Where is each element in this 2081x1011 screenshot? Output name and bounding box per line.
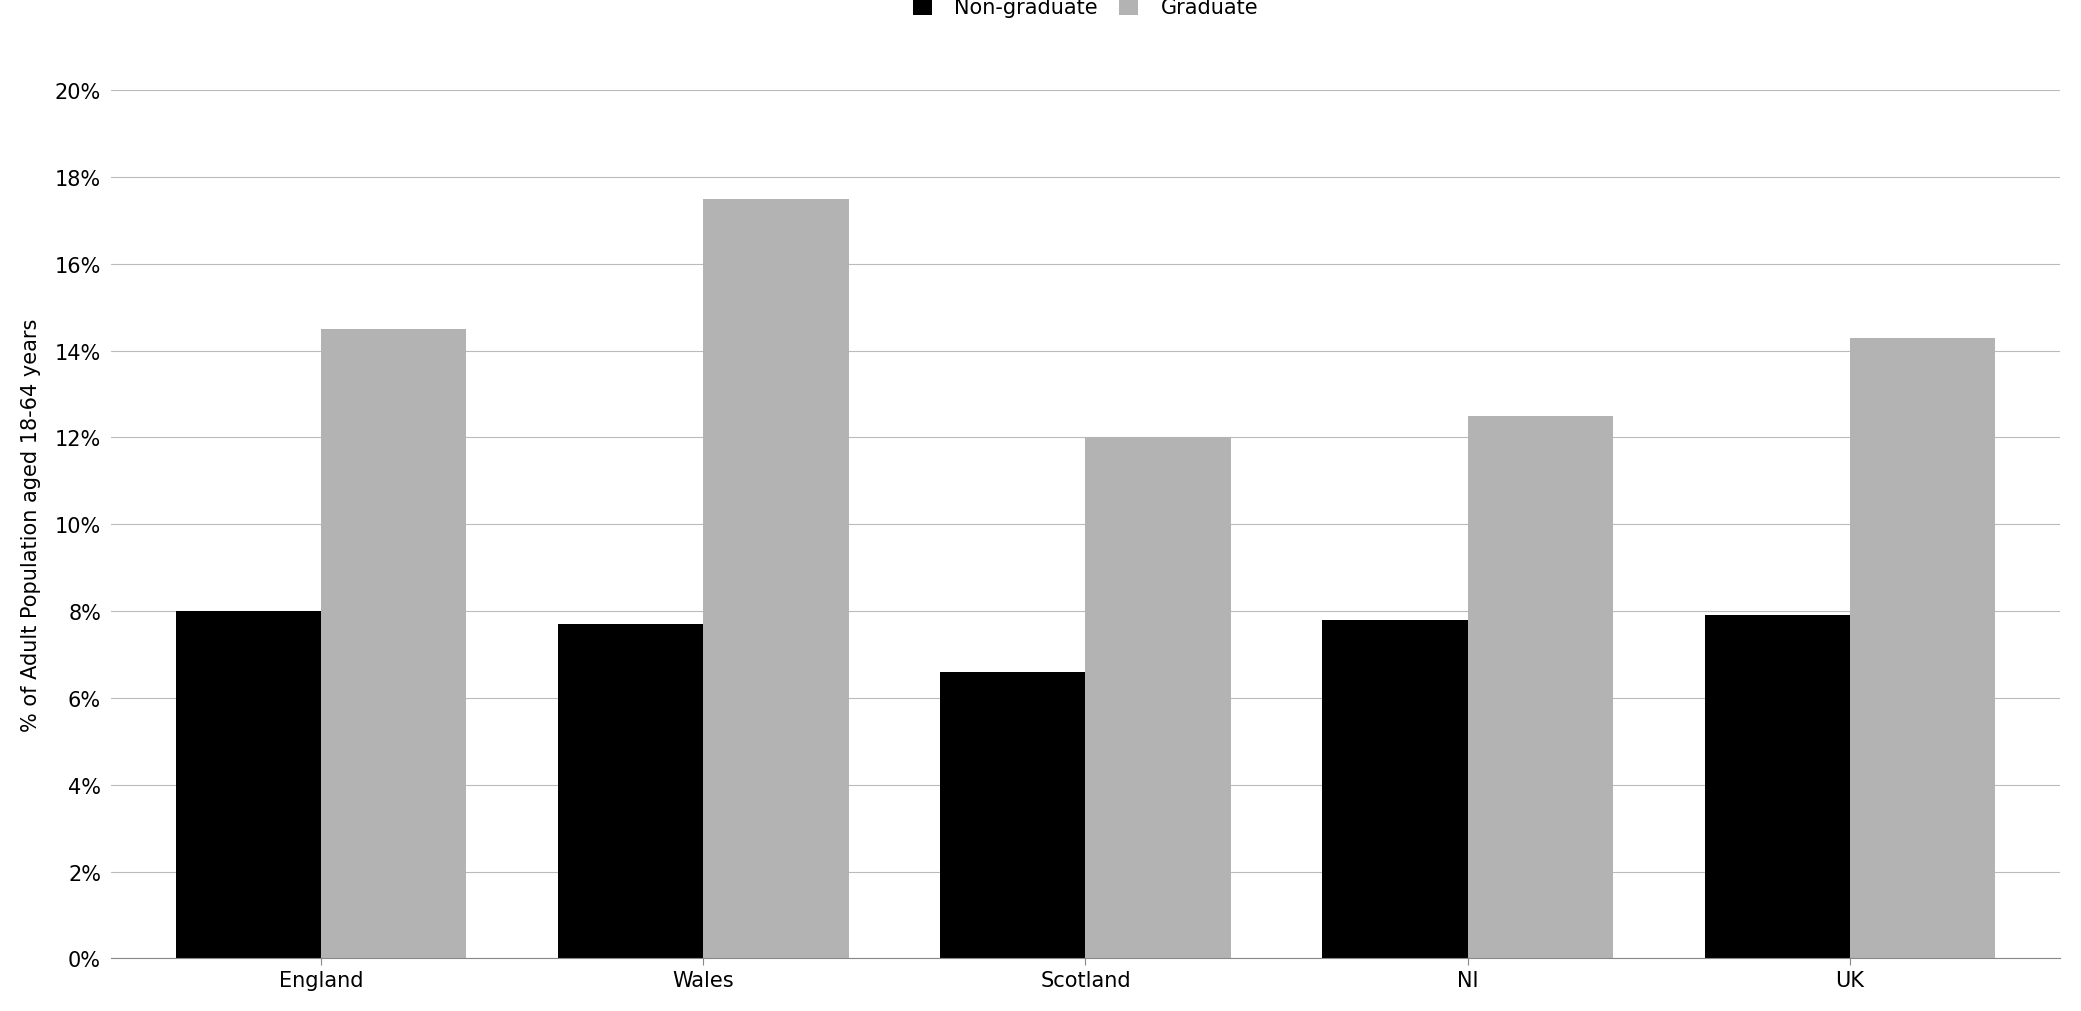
Bar xyxy=(1850,339,1996,958)
Legend: Non-graduate, Graduate: Non-graduate, Graduate xyxy=(914,0,1259,18)
Bar xyxy=(1704,616,1850,958)
Bar xyxy=(1321,620,1467,958)
Bar xyxy=(941,672,1086,958)
Bar xyxy=(320,330,466,958)
Y-axis label: % of Adult Population aged 18-64 years: % of Adult Population aged 18-64 years xyxy=(21,318,42,731)
Bar xyxy=(1086,438,1230,958)
Bar xyxy=(703,199,849,958)
Bar xyxy=(175,612,320,958)
Bar xyxy=(558,625,703,958)
Bar xyxy=(1467,417,1613,958)
